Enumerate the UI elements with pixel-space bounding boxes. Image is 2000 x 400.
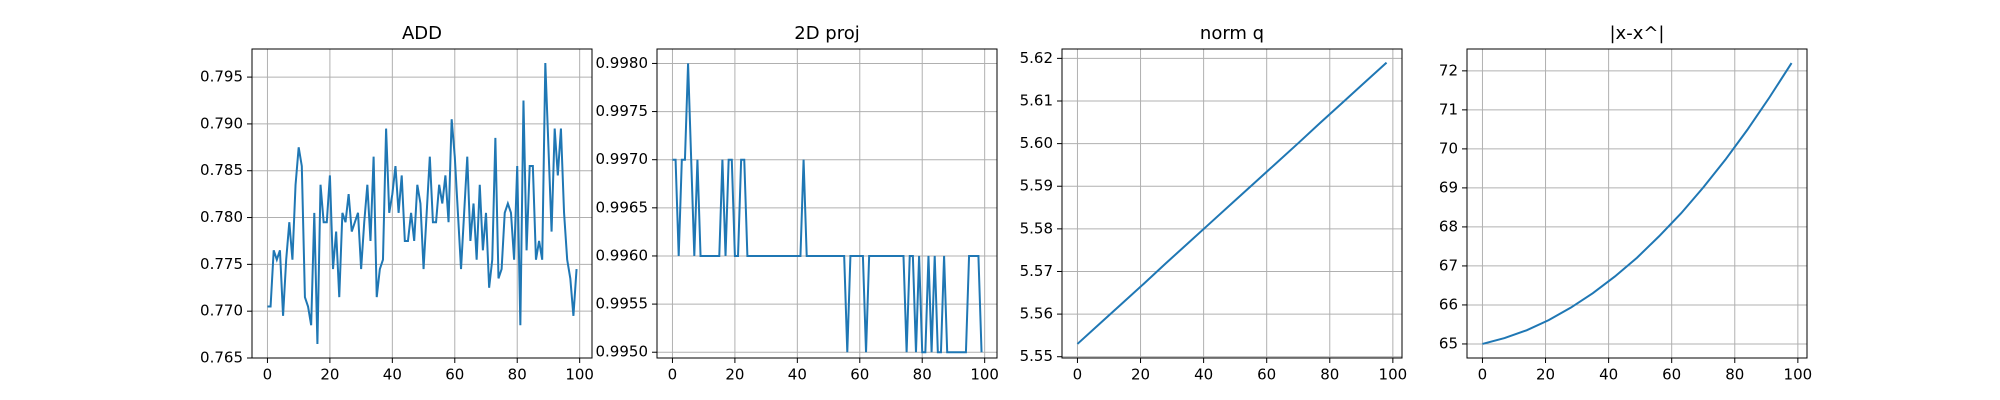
y-tick-label: 5.56	[1020, 305, 1053, 323]
y-tick-label: 5.62	[1020, 49, 1053, 67]
y-tick-label: 66	[1439, 295, 1458, 313]
y-tick-label: 0.9950	[596, 343, 649, 361]
x-tick-label: 80	[1320, 366, 1339, 384]
data-line	[1482, 62, 1793, 345]
y-tick-label: 0.9965	[596, 198, 649, 216]
y-tick-label: 5.61	[1020, 91, 1053, 109]
data-line	[1076, 61, 1388, 345]
x-tick-label: 40	[383, 366, 402, 384]
y-tick-label: 5.59	[1020, 177, 1053, 195]
x-tick-label: 80	[508, 366, 527, 384]
axes-frame	[1466, 48, 1808, 359]
x-tick-label: 20	[1131, 366, 1150, 384]
x-tick-label: 0	[1478, 366, 1488, 384]
x-tick-label: 40	[1599, 366, 1618, 384]
y-tick-label: 0.9970	[596, 150, 649, 168]
y-tick-label: 0.770	[200, 302, 243, 320]
data-line	[672, 63, 983, 354]
x-tick-label: 60	[445, 366, 464, 384]
x-tick-label: 80	[1725, 366, 1744, 384]
y-tick-label: 65	[1439, 334, 1458, 352]
x-tick-label: 40	[788, 366, 807, 384]
chart-title: 2D proj	[794, 23, 859, 44]
x-tick-label: 20	[1536, 366, 1555, 384]
x-tick-label: 40	[1194, 366, 1213, 384]
y-tick-label: 0.9955	[596, 295, 649, 313]
x-tick-label: 100	[1379, 366, 1408, 384]
x-tick-label: 100	[1784, 366, 1813, 384]
axes-frame	[1061, 48, 1403, 359]
x-tick-label: 100	[970, 366, 999, 384]
y-tick-label: 71	[1439, 100, 1458, 118]
x-tick-label: 0	[668, 366, 678, 384]
y-tick-label: 69	[1439, 178, 1458, 196]
y-tick-label: 0.9980	[596, 54, 649, 72]
data-line	[267, 63, 578, 344]
axes-frame	[656, 48, 998, 359]
y-tick-label: 0.780	[200, 208, 243, 226]
chart-title: ADD	[402, 23, 442, 44]
y-tick-label: 0.765	[200, 349, 243, 367]
y-tick-label: 0.785	[200, 161, 243, 179]
y-tick-label: 5.55	[1020, 347, 1053, 365]
x-tick-label: 20	[725, 366, 744, 384]
x-tick-label: 60	[1662, 366, 1681, 384]
y-tick-label: 67	[1439, 256, 1458, 274]
chart-title: norm q	[1200, 23, 1264, 44]
x-tick-label: 20	[320, 366, 339, 384]
axes-frame	[251, 48, 593, 359]
x-tick-label: 60	[850, 366, 869, 384]
y-tick-label: 0.775	[200, 255, 243, 273]
y-tick-label: 0.795	[200, 68, 243, 86]
y-tick-label: 68	[1439, 217, 1458, 235]
y-tick-label: 70	[1439, 139, 1458, 157]
x-tick-label: 80	[913, 366, 932, 384]
y-tick-label: 5.57	[1020, 262, 1053, 280]
x-tick-label: 60	[1257, 366, 1276, 384]
y-tick-label: 5.60	[1020, 134, 1053, 152]
y-tick-label: 5.58	[1020, 219, 1053, 237]
x-tick-label: 0	[1073, 366, 1083, 384]
y-tick-label: 0.9960	[596, 246, 649, 264]
x-tick-label: 0	[263, 366, 273, 384]
x-tick-label: 100	[565, 366, 594, 384]
y-tick-label: 72	[1439, 61, 1458, 79]
y-tick-label: 0.9975	[596, 102, 649, 120]
chart-title: |x-x^|	[1609, 23, 1664, 44]
y-tick-label: 0.790	[200, 114, 243, 132]
